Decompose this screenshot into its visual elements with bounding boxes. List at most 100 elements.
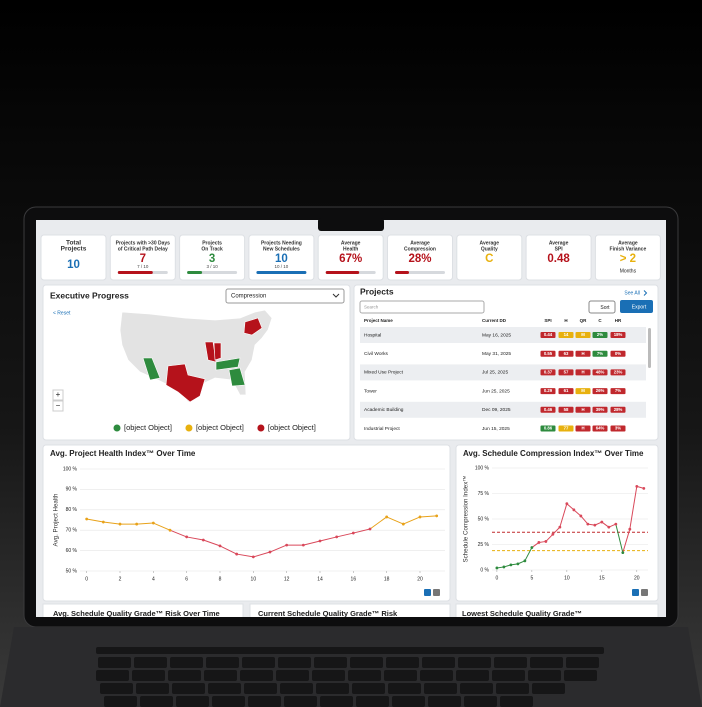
kpi-title: Finish Variance	[610, 246, 647, 252]
kpi-value: 0.48	[547, 253, 570, 265]
see-all-link[interactable]: See All	[624, 290, 640, 296]
status-value: 0.46	[544, 407, 553, 412]
line-segment	[386, 516, 404, 525]
line-segment	[403, 516, 421, 525]
reset-link[interactable]: < Reset	[53, 310, 71, 316]
kpi-title: Average	[480, 240, 500, 246]
table-row[interactable]	[360, 364, 646, 381]
data-point	[600, 520, 604, 524]
kpi-title: Average	[410, 240, 430, 246]
download-icon[interactable]	[632, 589, 639, 596]
line-segment	[153, 522, 171, 531]
y-tick-label: 25 %	[478, 542, 490, 548]
kpi-card	[248, 234, 315, 281]
key	[208, 683, 241, 694]
table-row[interactable]	[360, 420, 646, 437]
line-segment	[573, 509, 582, 517]
status-pill	[610, 369, 626, 376]
data-point	[579, 514, 583, 518]
search-input[interactable]	[359, 300, 485, 314]
map-state	[142, 357, 161, 381]
table-row[interactable]	[360, 327, 646, 343]
data-point	[185, 535, 189, 539]
key	[348, 670, 381, 681]
data-point	[607, 525, 611, 529]
map-state	[243, 317, 263, 336]
status-pill	[610, 425, 626, 432]
status-pill	[540, 425, 556, 432]
status-pill	[592, 350, 608, 357]
x-tick-label: 4	[152, 576, 155, 582]
zoom-label[interactable]: +	[56, 390, 61, 399]
dropdown-value[interactable]: Compression	[231, 294, 266, 300]
data-point	[565, 502, 569, 506]
project-name: Hospital	[364, 332, 381, 338]
kpi-card	[179, 234, 246, 281]
key	[460, 683, 493, 694]
dropdown[interactable]	[225, 288, 345, 304]
x-tick-label: 15	[599, 575, 605, 581]
table-row[interactable]	[360, 383, 646, 400]
search-placeholder[interactable]: Search	[364, 305, 379, 310]
line-segment	[552, 526, 561, 535]
sort-button[interactable]	[588, 300, 616, 314]
line-segment	[253, 551, 271, 558]
x-tick-label: 18	[384, 576, 390, 582]
kpi-title: Average	[618, 240, 638, 246]
kpi-progress-label: 10 / 10	[275, 264, 289, 269]
zoom-button[interactable]	[52, 389, 64, 401]
project-date: Jun 15, 2025	[482, 426, 510, 432]
status-value: 0.55	[544, 351, 553, 356]
project-date: Dec 09, 2025	[482, 407, 511, 413]
line-segment	[580, 515, 589, 525]
y-tick-label: 50 %	[478, 516, 490, 522]
data-point	[509, 563, 513, 567]
status-value: M	[581, 332, 585, 337]
status-pill	[592, 369, 608, 376]
x-tick-label: 8	[219, 576, 222, 582]
project-date: Jun 25, 2025	[482, 388, 510, 394]
line-segment	[524, 547, 533, 562]
data-point	[151, 521, 155, 525]
status-value: 61	[564, 388, 569, 393]
table-row[interactable]	[360, 345, 646, 362]
table-row[interactable]	[360, 401, 646, 418]
kpi-progress-label: 3 / 10	[206, 264, 218, 269]
status-value: 57	[564, 370, 569, 375]
status-pill	[592, 332, 608, 338]
line-segment	[236, 553, 254, 558]
line-segment	[545, 533, 554, 542]
legend-label: [object Object]	[196, 423, 244, 432]
export-label[interactable]: Export	[632, 304, 647, 310]
data-point	[335, 535, 339, 539]
keyboard	[96, 647, 604, 707]
key	[456, 670, 489, 681]
data-point	[551, 532, 555, 536]
y-axis-label: Avg. Project Health	[53, 493, 60, 546]
key	[500, 696, 533, 707]
project-name: Tower	[364, 388, 377, 394]
zoom-label[interactable]: −	[56, 401, 61, 410]
data-point	[135, 522, 139, 526]
download-icon[interactable]	[424, 589, 431, 596]
project-date: May 16, 2025	[482, 332, 511, 338]
key	[388, 683, 421, 694]
status-value: 77	[564, 426, 569, 431]
key	[280, 683, 313, 694]
key	[248, 696, 281, 707]
print-icon[interactable]	[433, 589, 440, 596]
status-value: 0.44	[544, 332, 553, 337]
column-header: SPI	[544, 318, 551, 323]
line-segment	[219, 545, 237, 555]
sort-label[interactable]: Sort	[600, 305, 610, 311]
data-point	[418, 515, 422, 519]
export-button[interactable]	[620, 300, 653, 313]
print-icon[interactable]	[641, 589, 648, 596]
panel-title: Executive Progress	[50, 290, 129, 300]
key	[204, 670, 237, 681]
map-state	[215, 357, 241, 371]
key	[168, 670, 201, 681]
zoom-button[interactable]	[52, 400, 64, 412]
key	[424, 683, 457, 694]
